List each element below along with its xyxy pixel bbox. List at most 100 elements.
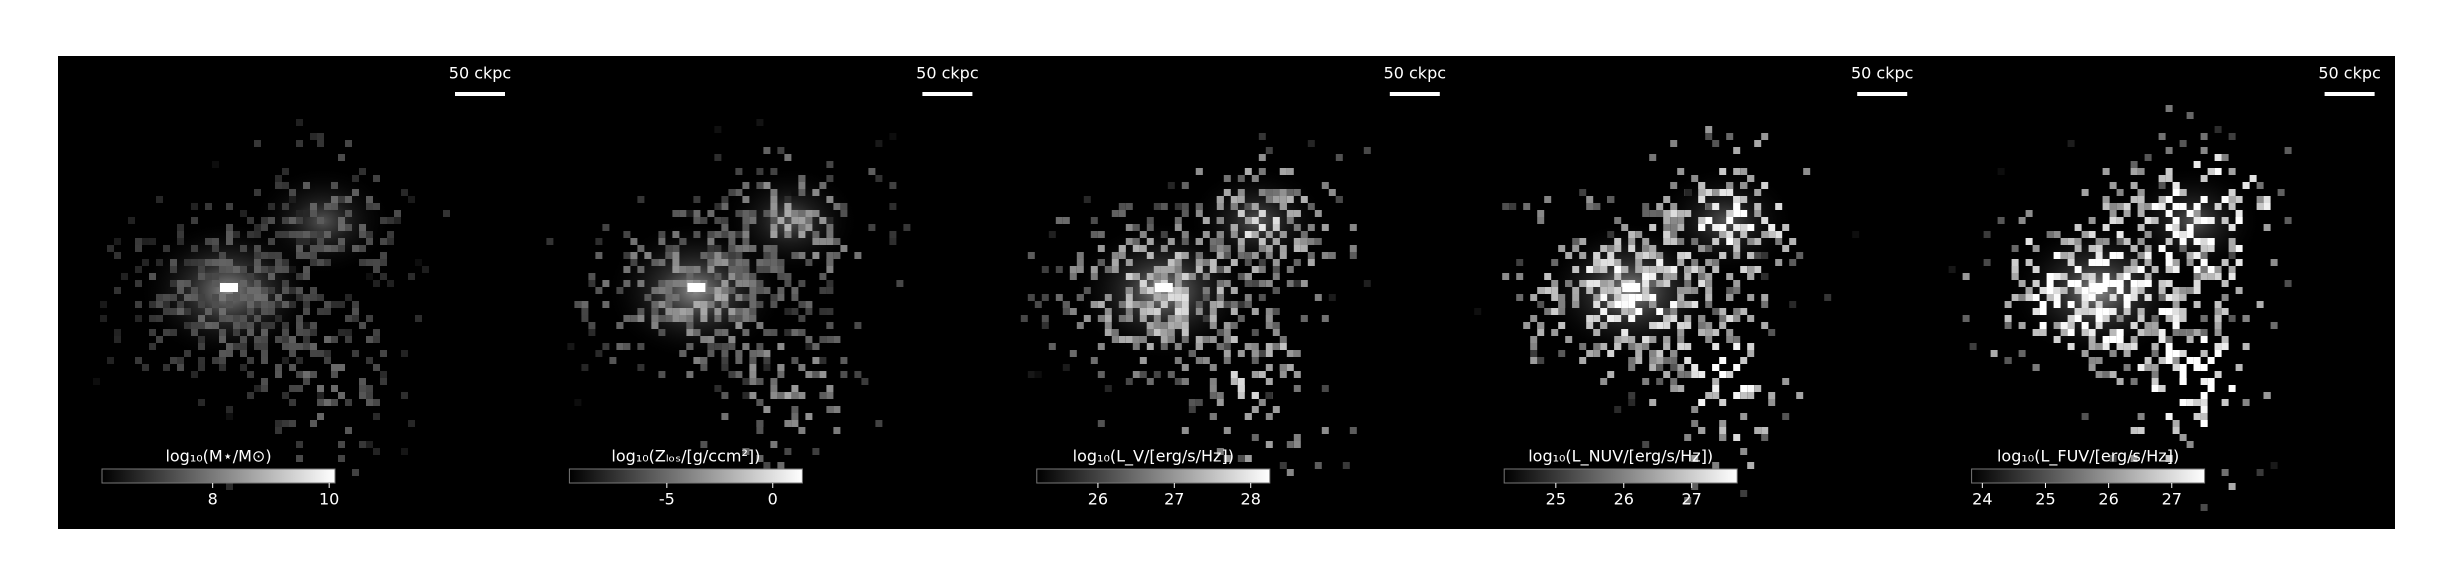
pixel [1174,287,1182,294]
pixel [2102,315,2110,322]
pixel [707,343,715,350]
pixel [658,301,666,308]
pixel [352,245,359,252]
pixel [896,280,904,287]
pixel [686,315,694,322]
pixel [2074,266,2082,273]
pixel [2165,280,2173,287]
pixel [2039,301,2047,308]
colorbar-label: log₁₀(Zₗₒₛ/[g/ccm²]) [611,447,760,466]
pixel [1663,336,1671,343]
pixel [1328,189,1336,196]
pixel [2200,329,2208,336]
pixel [2200,133,2208,140]
pixel [1272,259,1280,266]
pixel [1705,336,1713,343]
pixel [1614,217,1622,224]
pixel [2018,280,2026,287]
pixel [798,315,806,322]
pixel [1125,224,1133,231]
pixel [310,294,317,301]
pixel [735,280,743,287]
pixel [1258,266,1266,273]
pixel [408,420,415,427]
pixel [254,259,261,266]
pixel [798,231,806,238]
pixel [1167,238,1175,245]
pixel [714,273,722,280]
pixel [805,308,813,315]
pixel [1251,392,1259,399]
pixel [833,336,841,343]
pixel [2137,287,2145,294]
pixel [735,294,743,301]
pixel [1230,196,1238,203]
pixel [338,441,345,448]
pixel [2200,420,2208,427]
pixel [177,238,184,245]
pixel [2179,371,2187,378]
pixel [261,329,268,336]
pixel [2172,329,2180,336]
pixel [1740,308,1748,315]
pixel [1593,259,1601,266]
pixel [798,224,806,231]
pixel [2200,378,2208,385]
pixel [268,273,275,280]
pixel [205,238,212,245]
pixel [1656,259,1664,266]
pixel [1635,357,1643,364]
pixel [1286,350,1294,357]
pixel [2172,189,2180,196]
pixel [1279,189,1287,196]
pixel [637,315,645,322]
pixel [2165,315,2173,322]
pixel [1684,252,1692,259]
pixel [1761,301,1769,308]
pixel [763,364,771,371]
pixel [359,385,366,392]
pixel [1607,280,1615,287]
pixel [1530,294,1538,301]
pixel [1230,259,1238,266]
pixel [226,483,233,490]
pixel [1279,231,1287,238]
pixel [1069,350,1077,357]
pixel [658,315,666,322]
pixel [2221,217,2229,224]
colorbar-tick-label: 10 [319,490,339,509]
pixel [1614,245,1622,252]
pixel [1628,364,1636,371]
pixel [1111,259,1119,266]
pixel [1502,203,1510,210]
pixel [2165,238,2173,245]
pixel [1509,203,1517,210]
pixel [1530,357,1538,364]
pixel [791,392,799,399]
pixel [1174,280,1182,287]
pixel [714,252,722,259]
pixel [2165,336,2173,343]
pixel [1572,301,1580,308]
pixel [616,287,624,294]
pixel [1642,210,1650,217]
pixel [770,259,778,266]
pixel [672,259,680,266]
pixel [1733,210,1741,217]
pixel [1216,329,1224,336]
pixel [2074,315,2082,322]
colorbar-label: log₁₀(L_V/[erg/s/Hz]) [1073,447,1234,467]
pixel [1712,343,1720,350]
pixel [1747,343,1755,350]
pixel [1167,315,1175,322]
pixel [289,287,296,294]
pixel [1726,336,1734,343]
pixel [1712,364,1720,371]
pixel [1265,413,1273,420]
pixel [714,203,722,210]
pixel [1293,245,1301,252]
pixel [1656,378,1664,385]
pixel [1230,203,1238,210]
pixel [366,259,373,266]
